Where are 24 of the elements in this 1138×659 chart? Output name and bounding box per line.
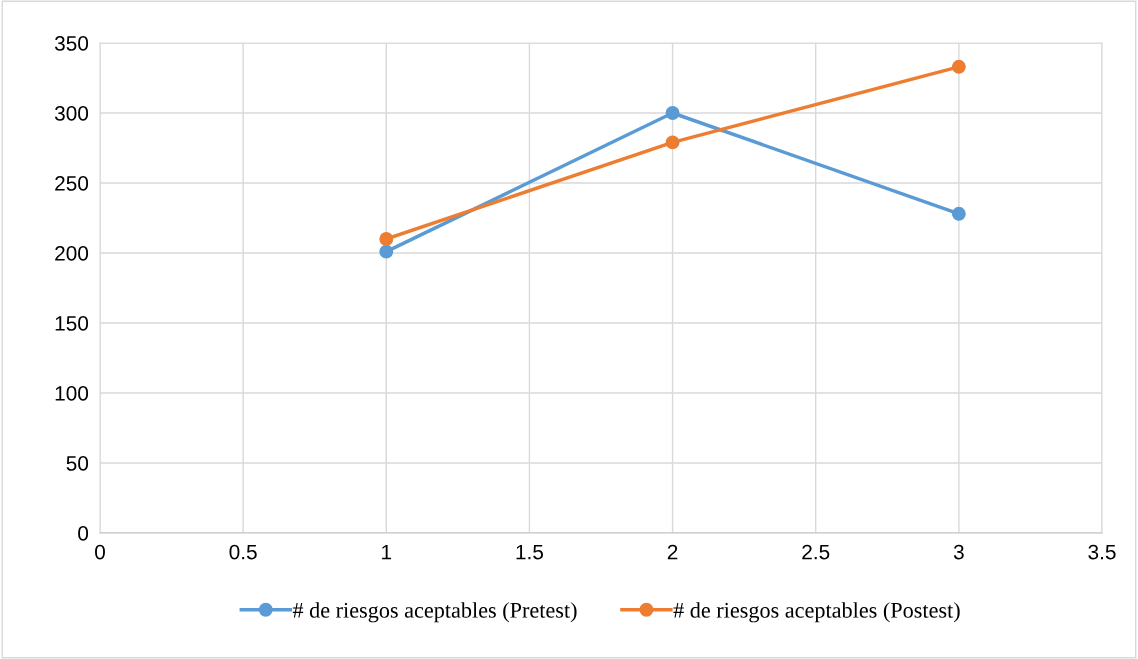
legend-label: # de riesgos aceptables (Postest) (673, 602, 960, 623)
point (379, 232, 394, 246)
point (951, 59, 966, 74)
legend-label: # de riesgos aceptables (Pretest) (292, 602, 577, 623)
y-tick-label: 350 (54, 36, 89, 51)
point (379, 244, 394, 259)
x-tick-label: 1 (382, 544, 392, 560)
x-tick-label: 3.5 (1088, 544, 1116, 560)
y-tick-label: 150 (55, 316, 89, 331)
y-tick-label: 0 (78, 526, 89, 541)
point (665, 135, 680, 150)
x-tick-label: 2.5 (802, 544, 830, 560)
x-tick-label: 0.5 (229, 544, 257, 560)
y-tick-label: 300 (54, 106, 89, 121)
point (665, 106, 680, 120)
x-tick-label: 0 (95, 544, 105, 560)
y-tick-label: 100 (55, 386, 89, 401)
x-tick-label: 3 (953, 544, 964, 560)
y-tick-label: 250 (55, 176, 89, 191)
point (951, 206, 966, 221)
x-tick-label: 2 (667, 544, 678, 560)
y-tick-label: 200 (55, 246, 89, 261)
x-tick-label: 1.5 (516, 544, 544, 560)
y-tick-label: 50 (66, 456, 89, 471)
